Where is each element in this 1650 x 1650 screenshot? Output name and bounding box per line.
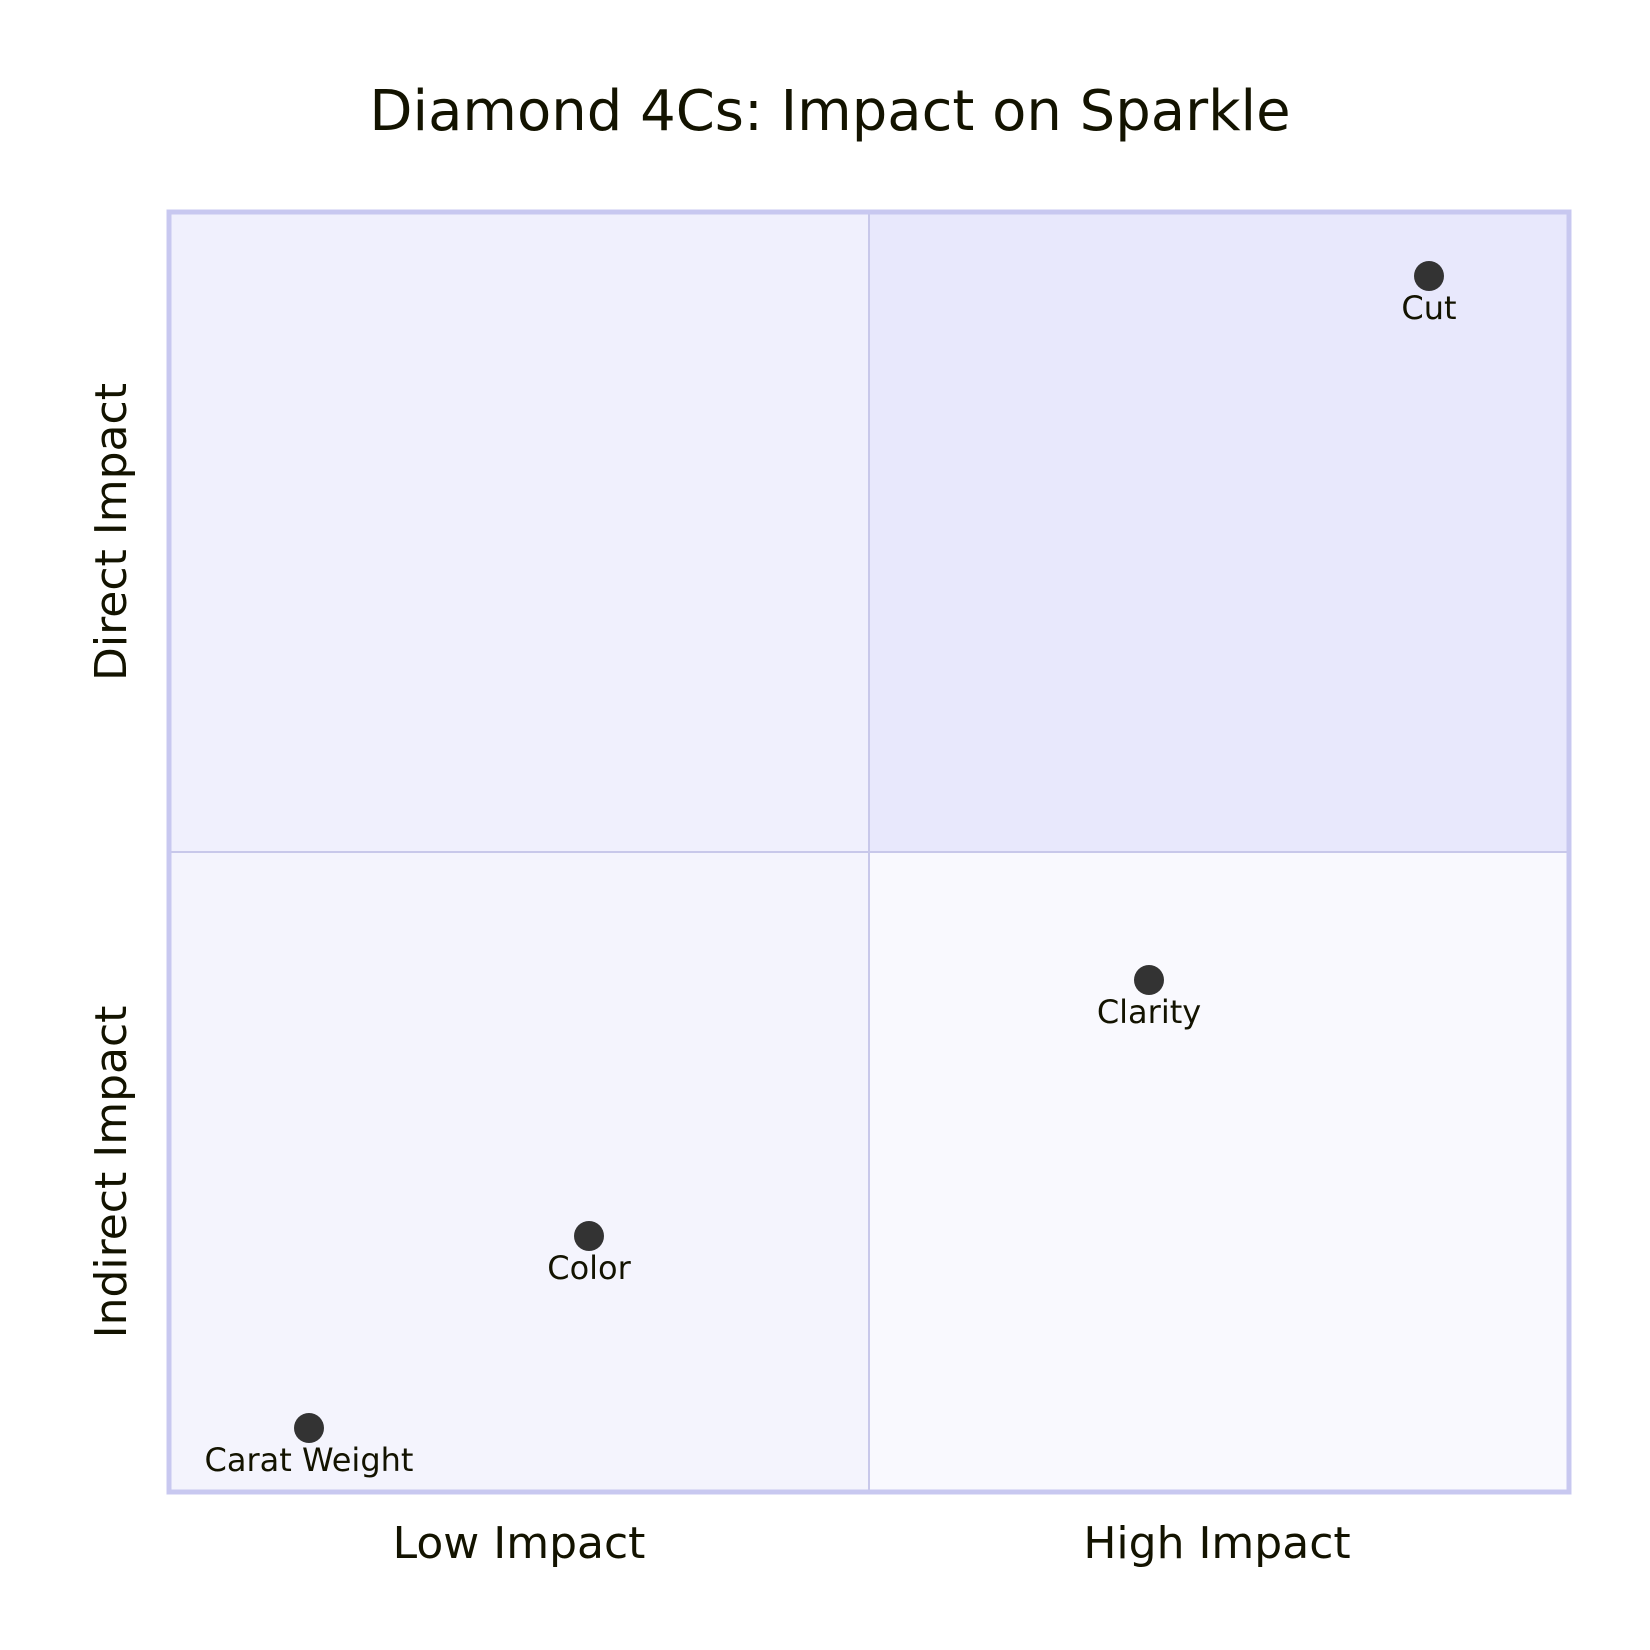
- quadrant-top-left: [169, 212, 869, 852]
- point-clarity: [1134, 965, 1164, 995]
- point-label-clarity: Clarity: [1097, 993, 1201, 1031]
- plot-border: [166, 209, 1572, 1495]
- quadrant-top-right: [869, 212, 1569, 852]
- point-cut: [1414, 261, 1444, 291]
- chart-title: Diamond 4Cs: Impact on Sparkle: [369, 79, 1290, 144]
- point-carat-weight: [294, 1413, 324, 1443]
- point-label-carat-weight: Carat Weight: [205, 1441, 414, 1479]
- point-color: [574, 1221, 604, 1251]
- points-layer: Cut Clarity Color Carat Weight: [205, 261, 1457, 1479]
- point-label-cut: Cut: [1401, 289, 1456, 327]
- y-axis-bottom-label: Indirect Impact: [86, 1006, 137, 1339]
- point-label-color: Color: [547, 1249, 631, 1287]
- y-axis-top-label: Direct Impact: [86, 383, 137, 681]
- quadrant-bottom-right: [869, 852, 1569, 1492]
- x-axis-right-label: High Impact: [1083, 1518, 1350, 1569]
- quadrant-bottom-left: [169, 852, 869, 1492]
- x-axis-left-label: Low Impact: [393, 1518, 646, 1569]
